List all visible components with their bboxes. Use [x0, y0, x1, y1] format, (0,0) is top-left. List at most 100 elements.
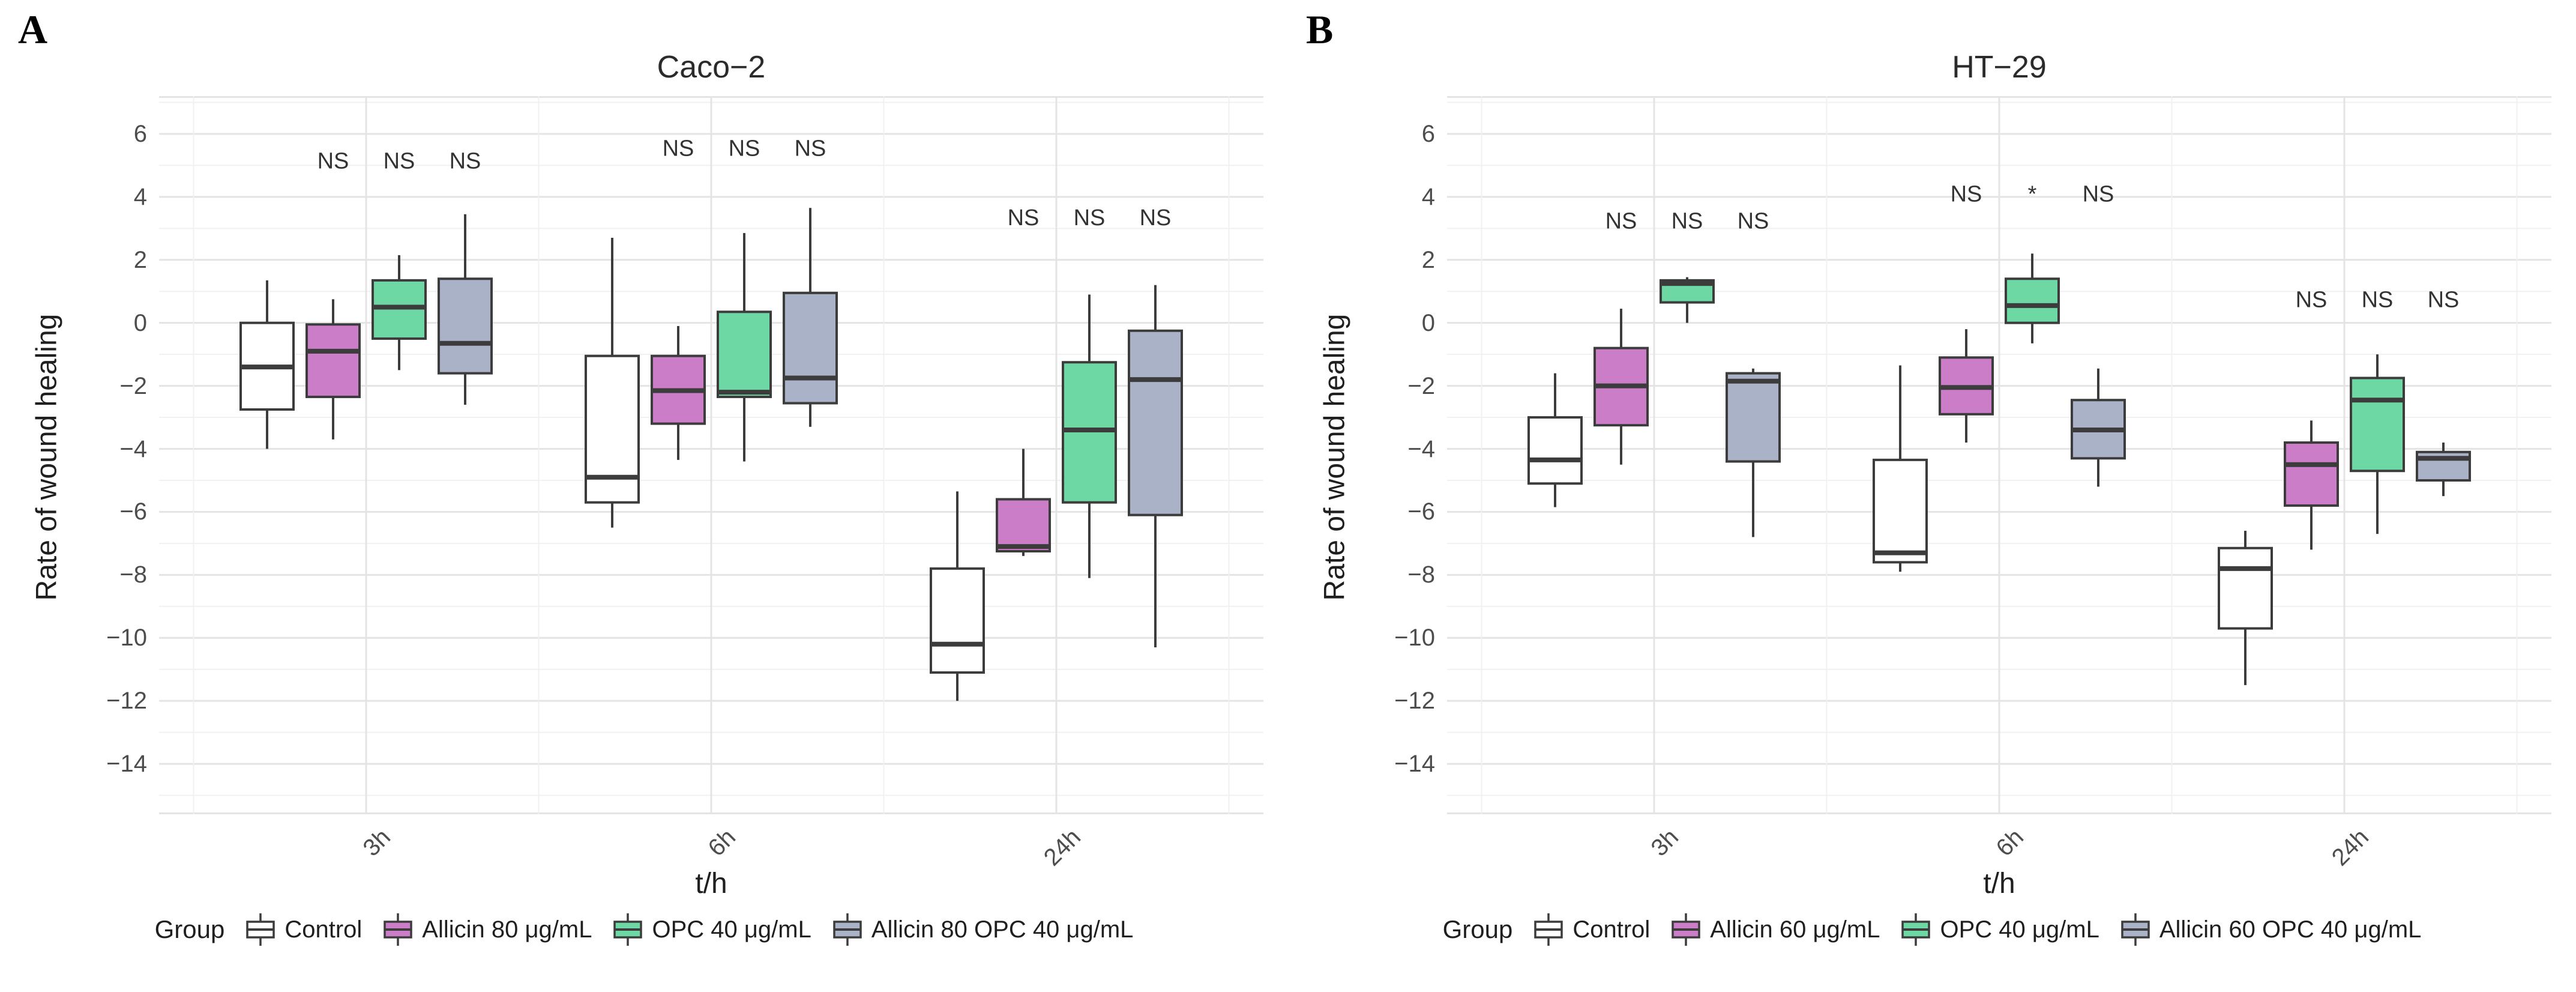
- boxplot-24h-group1: [2284, 420, 2339, 550]
- y-axis-title: Rate of wound healing: [1319, 313, 1351, 601]
- boxplot-3h-group1: [305, 299, 361, 440]
- box-iqr: [2218, 546, 2273, 630]
- legend-label: Allicin 60 OPC 40 μg/mL: [2159, 916, 2422, 943]
- boxplot-6h-group1: [651, 325, 706, 460]
- boxplot-24h-control: [930, 491, 985, 701]
- panel-letter-a: A: [18, 7, 48, 52]
- y-axis-title: Rate of wound healing: [31, 313, 63, 601]
- boxplot-canvas: NS NS NS NS NS NS NS NS NS: [159, 96, 1263, 814]
- legend-item: Allicin 80 OPC 40 μg/mL: [832, 912, 1134, 948]
- boxplot-6h-group3: [783, 208, 838, 427]
- box-iqr: [305, 323, 361, 398]
- box-iqr: [996, 498, 1051, 552]
- legend-boxplot-key-icon: [1672, 913, 1701, 946]
- box-iqr: [717, 310, 772, 398]
- legend-label: Allicin 80 μg/mL: [422, 916, 592, 943]
- x-axis-title: t/h: [695, 868, 727, 900]
- legend-boxplot-key-icon: [613, 913, 643, 946]
- panel-letter-b: B: [1306, 7, 1334, 52]
- box-iqr: [1527, 416, 1583, 485]
- legend-boxplot-key-icon: [833, 913, 862, 946]
- significance-label: NS: [1951, 182, 1982, 207]
- boxplot-6h-control: [585, 238, 640, 528]
- box-iqr: [2284, 441, 2339, 507]
- significance-label: NS: [1605, 208, 1637, 234]
- box-iqr: [930, 567, 985, 674]
- boxplot-3h-group2: [372, 255, 427, 370]
- boxplot-3h-control: [239, 280, 295, 449]
- legend-item: Control: [1533, 912, 1650, 948]
- significance-label: NS: [1008, 205, 1040, 231]
- significance-label: NS: [2428, 287, 2460, 312]
- boxplot-6h-group3: [2071, 368, 2126, 487]
- boxplot-24h-group2: [1062, 294, 1117, 578]
- box-iqr: [1726, 372, 1781, 463]
- legend-label: Allicin 80 OPC 40 μg/mL: [871, 916, 1134, 943]
- significance-label: NS: [1140, 205, 1172, 231]
- panel-caco2: A Caco−2 Rate of wound healing NS NS NS NS N…: [0, 7, 1288, 948]
- significance-label: NS: [663, 136, 694, 162]
- boxplot-6h-group2: [717, 233, 772, 462]
- box-iqr: [1128, 329, 1183, 516]
- legend-boxplot-key-icon: [246, 913, 275, 946]
- significance-label: NS: [1672, 208, 1703, 234]
- significance-label: NS: [2296, 287, 2328, 312]
- legend-item: OPC 40 μg/mL: [612, 912, 811, 948]
- boxplot-3h-group2: [1660, 277, 1715, 323]
- box-iqr: [1873, 458, 1928, 564]
- legend-item: Allicin 60 OPC 40 μg/mL: [2120, 912, 2422, 948]
- legend-label: Allicin 60 μg/mL: [1710, 916, 1880, 943]
- significance-label: NS: [384, 149, 415, 174]
- significance-label: NS: [729, 136, 760, 162]
- box-iqr: [585, 354, 640, 504]
- legend-label: Control: [1572, 916, 1651, 943]
- legend-boxplot-key-icon: [1534, 913, 1563, 946]
- legend: Group Control Allicin 80 μg/mL OPC 40 μg/m…: [0, 912, 1288, 948]
- plot-area: NS NS NS NS NS NS NS NS NS: [159, 96, 1263, 814]
- boxplot-6h-control: [1873, 365, 1928, 572]
- boxplot-3h-group3: [438, 214, 493, 405]
- significance-label: *: [2028, 182, 2037, 207]
- significance-label: NS: [1738, 208, 1769, 234]
- legend-label: OPC 40 μg/mL: [652, 916, 811, 943]
- x-axis-title: t/h: [1983, 868, 2015, 900]
- box-iqr: [2005, 277, 2060, 324]
- boxplot-3h-group1: [1593, 309, 1649, 465]
- legend-label: OPC 40 μg/mL: [1940, 916, 2099, 943]
- significance-label: NS: [2083, 182, 2114, 207]
- legend-item: Allicin 80 μg/mL: [382, 912, 592, 948]
- boxplot-canvas: NS NS NS NS * NS NS NS NS: [1447, 96, 2551, 814]
- significance-label: NS: [450, 149, 481, 174]
- legend-item: Allicin 60 μg/mL: [1670, 912, 1880, 948]
- plot-area: NS NS NS NS * NS NS NS NS: [1447, 96, 2551, 814]
- boxplot-24h-group2: [2350, 354, 2405, 534]
- boxplot-24h-group1: [996, 449, 1051, 556]
- significance-label: NS: [1074, 205, 1106, 231]
- legend-boxplot-key-icon: [1901, 913, 1931, 946]
- legend-item: OPC 40 μg/mL: [1900, 912, 2099, 948]
- panel-title-caco2: Caco−2: [657, 50, 766, 85]
- boxplot-24h-group3: [1128, 285, 1183, 647]
- panel-ht29: B HT−29 Rate of wound healing NS NS NS NS * N…: [1288, 0, 2576, 992]
- panel-title-ht29: HT−29: [1952, 50, 2047, 85]
- legend: Group Control Allicin 60 μg/mL OPC 40 μg/m…: [1288, 912, 2576, 948]
- boxplot-6h-group1: [1939, 329, 1994, 443]
- significance-label: NS: [2362, 287, 2394, 312]
- legend-boxplot-key-icon: [384, 913, 413, 946]
- legend-title: Group: [154, 915, 225, 943]
- legend-label: Control: [284, 916, 363, 943]
- box-iqr: [438, 277, 493, 375]
- boxplot-24h-group3: [2416, 443, 2471, 497]
- boxplot-6h-group2: [2005, 253, 2060, 343]
- significance-label: NS: [317, 149, 349, 174]
- boxplot-3h-control: [1527, 373, 1583, 507]
- legend-item: Control: [245, 912, 362, 948]
- legend-title: Group: [1442, 915, 1513, 943]
- boxplot-24h-control: [2218, 530, 2273, 685]
- box-iqr: [2350, 377, 2405, 473]
- boxplot-3h-group3: [1726, 368, 1781, 537]
- significance-label: NS: [795, 136, 826, 162]
- box-iqr: [783, 291, 838, 405]
- legend-boxplot-key-icon: [2121, 913, 2150, 946]
